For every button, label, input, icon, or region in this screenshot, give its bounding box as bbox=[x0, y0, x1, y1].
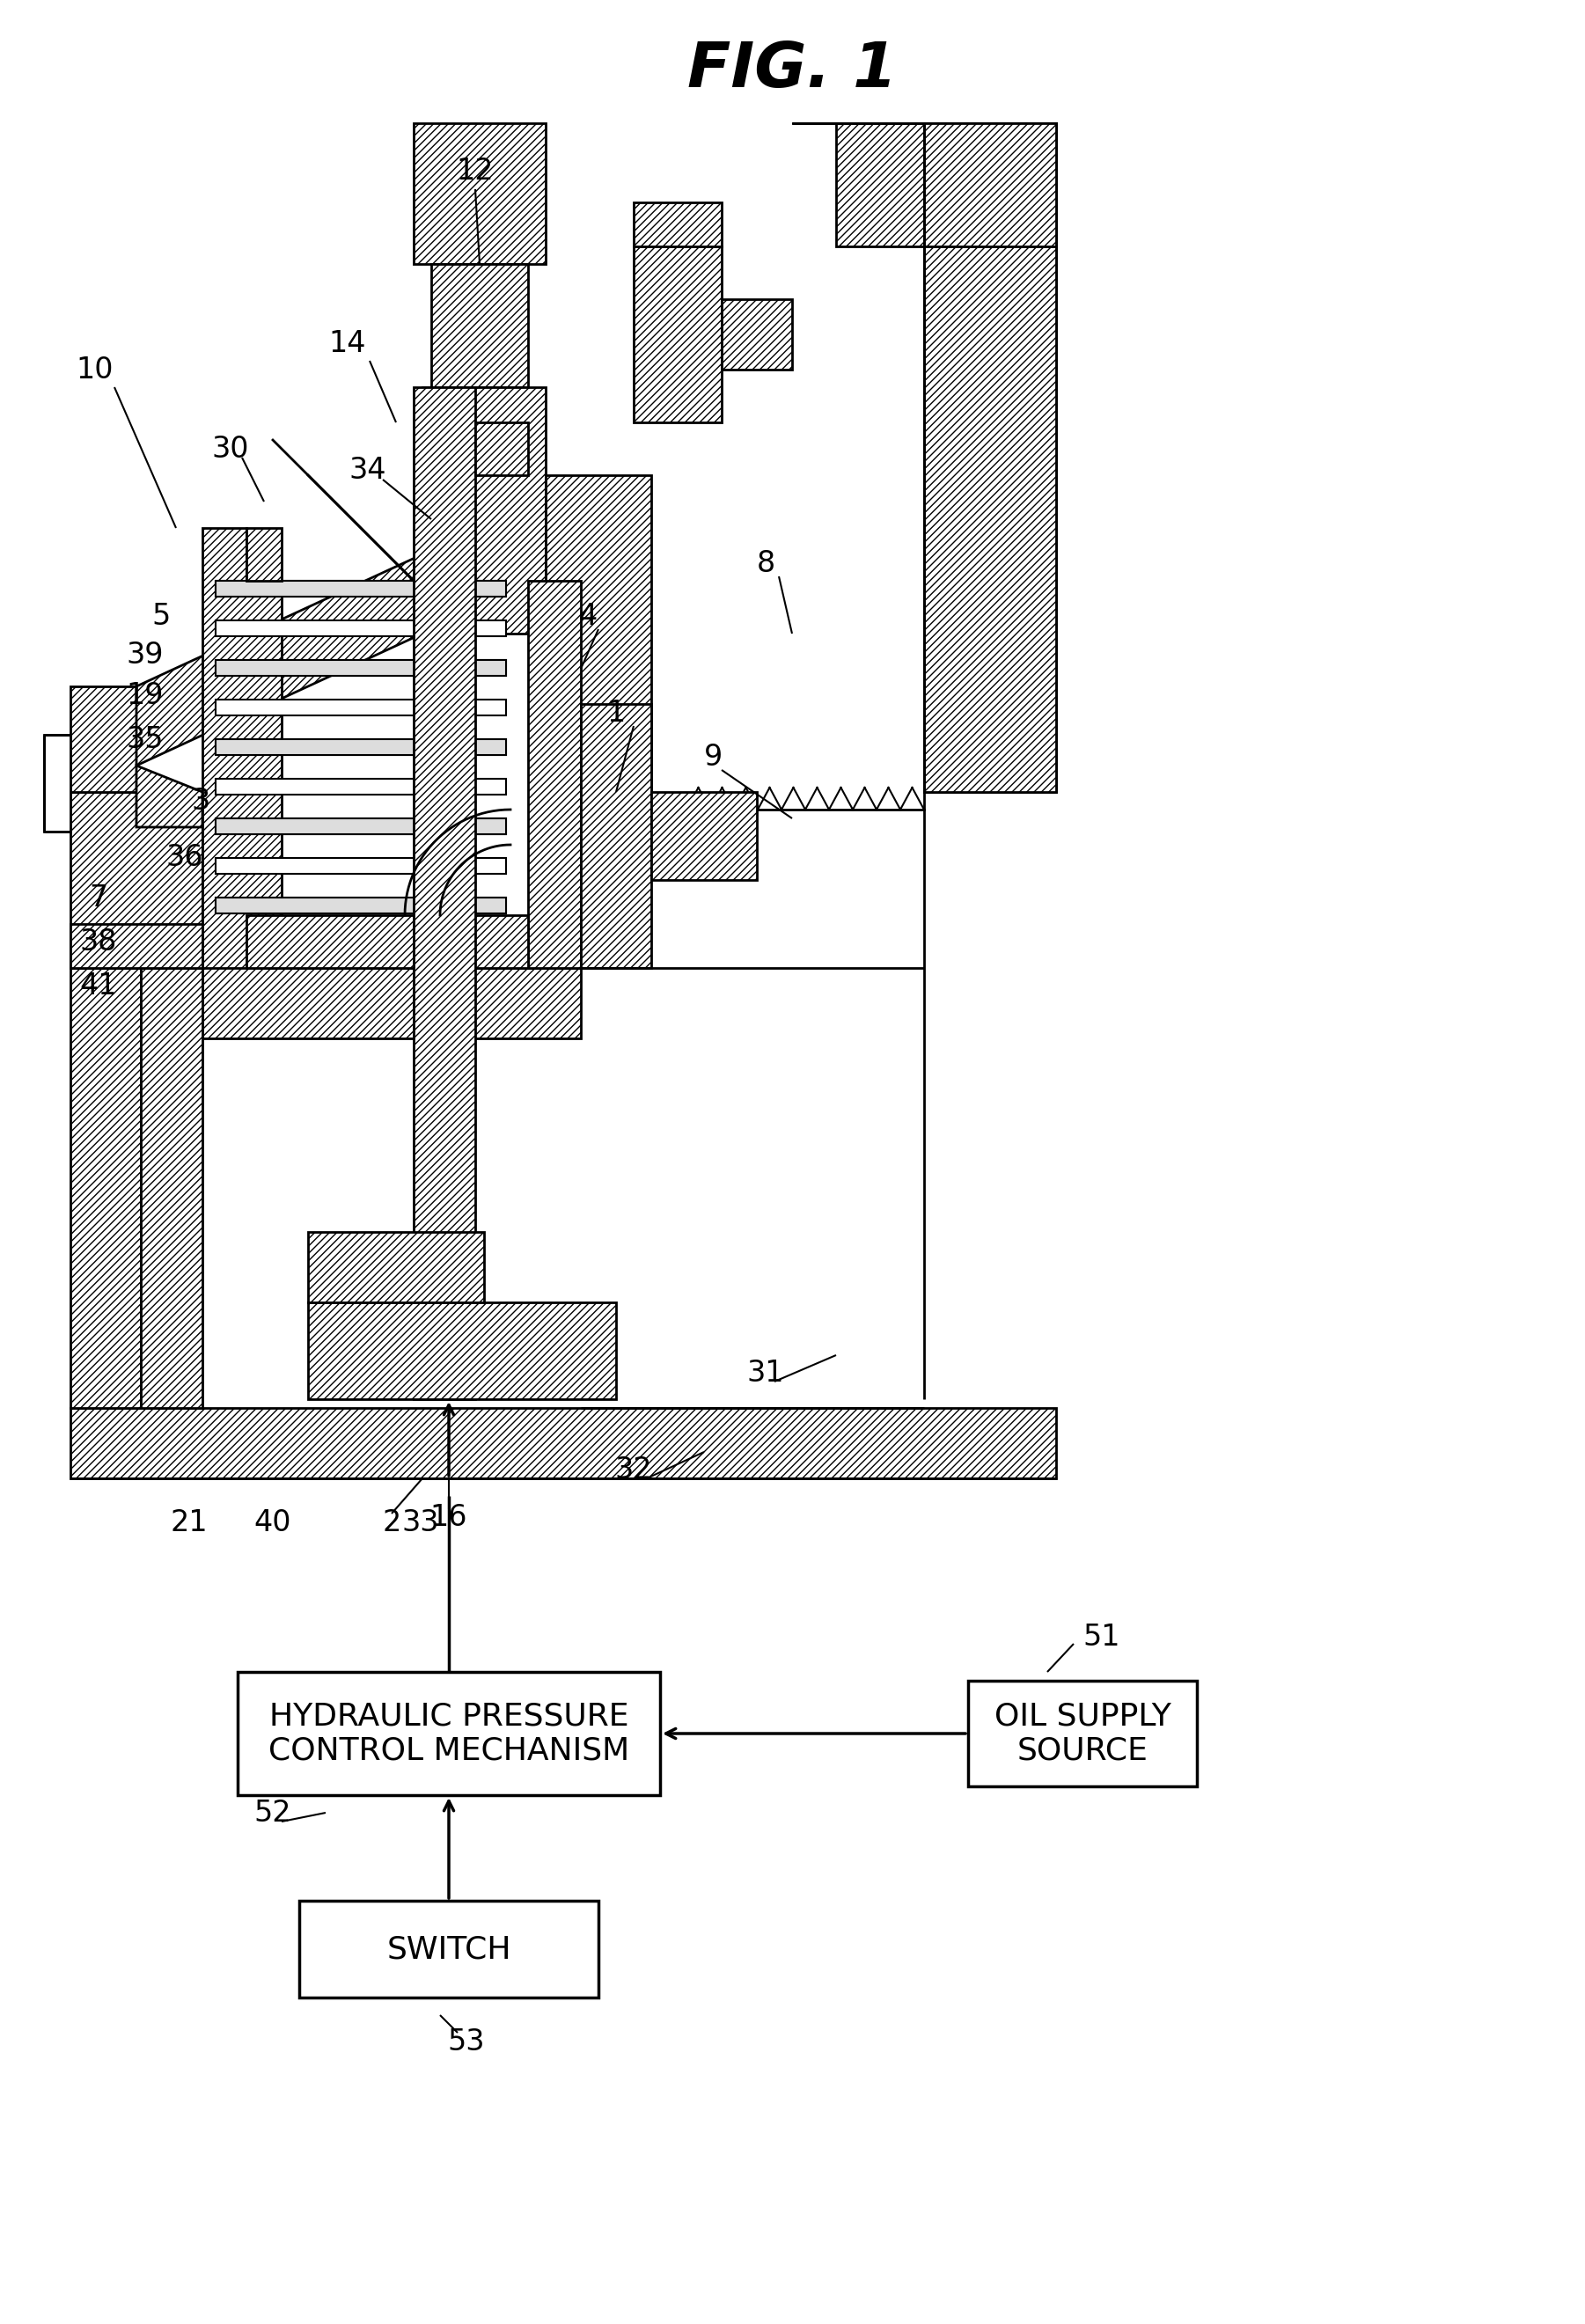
Polygon shape bbox=[528, 581, 580, 969]
Polygon shape bbox=[545, 474, 651, 792]
Text: 14: 14 bbox=[330, 328, 366, 358]
Polygon shape bbox=[414, 123, 545, 265]
Text: 1: 1 bbox=[607, 697, 626, 727]
Polygon shape bbox=[203, 528, 282, 1004]
Polygon shape bbox=[44, 734, 70, 832]
Polygon shape bbox=[924, 246, 1056, 792]
Bar bbox=[216, 581, 506, 597]
Text: 36: 36 bbox=[166, 844, 203, 872]
Bar bbox=[216, 779, 506, 795]
Polygon shape bbox=[70, 925, 203, 969]
Text: 5: 5 bbox=[152, 602, 171, 630]
Polygon shape bbox=[70, 686, 136, 792]
Polygon shape bbox=[792, 123, 1056, 246]
Text: 33: 33 bbox=[403, 1508, 439, 1536]
Text: 12: 12 bbox=[456, 158, 495, 186]
Text: 19: 19 bbox=[127, 681, 163, 709]
Polygon shape bbox=[580, 704, 651, 969]
Text: 21: 21 bbox=[171, 1508, 208, 1536]
Text: 2: 2 bbox=[382, 1508, 401, 1536]
Text: 30: 30 bbox=[212, 435, 249, 462]
Bar bbox=[216, 739, 506, 755]
Polygon shape bbox=[431, 265, 528, 388]
Text: 4: 4 bbox=[579, 602, 598, 630]
Polygon shape bbox=[70, 1408, 1056, 1478]
Polygon shape bbox=[246, 528, 282, 581]
Polygon shape bbox=[634, 246, 721, 423]
Bar bbox=[216, 858, 506, 874]
Text: 38: 38 bbox=[79, 927, 117, 955]
Text: 51: 51 bbox=[1083, 1622, 1121, 1652]
Polygon shape bbox=[721, 300, 792, 370]
Text: FIG. 1: FIG. 1 bbox=[688, 40, 897, 100]
Text: HYDRAULIC PRESSURE
CONTROL MECHANISM: HYDRAULIC PRESSURE CONTROL MECHANISM bbox=[268, 1701, 629, 1766]
Text: 35: 35 bbox=[127, 725, 163, 753]
Bar bbox=[216, 621, 506, 637]
Text: 34: 34 bbox=[349, 456, 387, 486]
Bar bbox=[216, 660, 506, 676]
Text: 41: 41 bbox=[79, 971, 117, 999]
Polygon shape bbox=[835, 123, 1056, 246]
Polygon shape bbox=[634, 202, 721, 246]
Polygon shape bbox=[414, 388, 475, 1399]
Text: OIL SUPPLY
SOURCE: OIL SUPPLY SOURCE bbox=[994, 1701, 1171, 1766]
Text: 52: 52 bbox=[254, 1799, 292, 1827]
Bar bbox=[216, 818, 506, 834]
Bar bbox=[216, 818, 506, 834]
Polygon shape bbox=[70, 792, 203, 969]
Text: 31: 31 bbox=[747, 1357, 785, 1387]
Polygon shape bbox=[44, 739, 70, 827]
Polygon shape bbox=[307, 1301, 617, 1399]
Text: 3: 3 bbox=[192, 786, 209, 816]
Polygon shape bbox=[136, 555, 423, 765]
Bar bbox=[216, 897, 506, 913]
Polygon shape bbox=[136, 765, 203, 827]
Bar bbox=[300, 1901, 599, 1999]
Polygon shape bbox=[924, 123, 1056, 792]
Polygon shape bbox=[651, 792, 758, 881]
Text: 9: 9 bbox=[704, 741, 723, 772]
Text: 7: 7 bbox=[89, 883, 108, 911]
Text: 10: 10 bbox=[76, 356, 114, 383]
Polygon shape bbox=[141, 969, 203, 1408]
Text: 16: 16 bbox=[430, 1504, 468, 1532]
Polygon shape bbox=[203, 969, 580, 1039]
Bar bbox=[968, 1680, 1197, 1787]
Text: 39: 39 bbox=[127, 641, 163, 669]
Bar bbox=[216, 581, 506, 597]
Bar bbox=[216, 660, 506, 676]
Polygon shape bbox=[423, 388, 545, 634]
Bar bbox=[216, 897, 506, 913]
Polygon shape bbox=[70, 969, 141, 1408]
Bar bbox=[216, 739, 506, 755]
Text: 53: 53 bbox=[447, 2027, 485, 2057]
Text: SWITCH: SWITCH bbox=[387, 1934, 510, 1964]
Polygon shape bbox=[475, 423, 528, 474]
Bar bbox=[216, 700, 506, 716]
Polygon shape bbox=[246, 916, 528, 969]
Polygon shape bbox=[307, 1232, 483, 1301]
Bar bbox=[238, 1671, 659, 1794]
Text: 8: 8 bbox=[756, 548, 775, 579]
Text: 32: 32 bbox=[615, 1455, 653, 1485]
Text: 40: 40 bbox=[254, 1508, 292, 1536]
